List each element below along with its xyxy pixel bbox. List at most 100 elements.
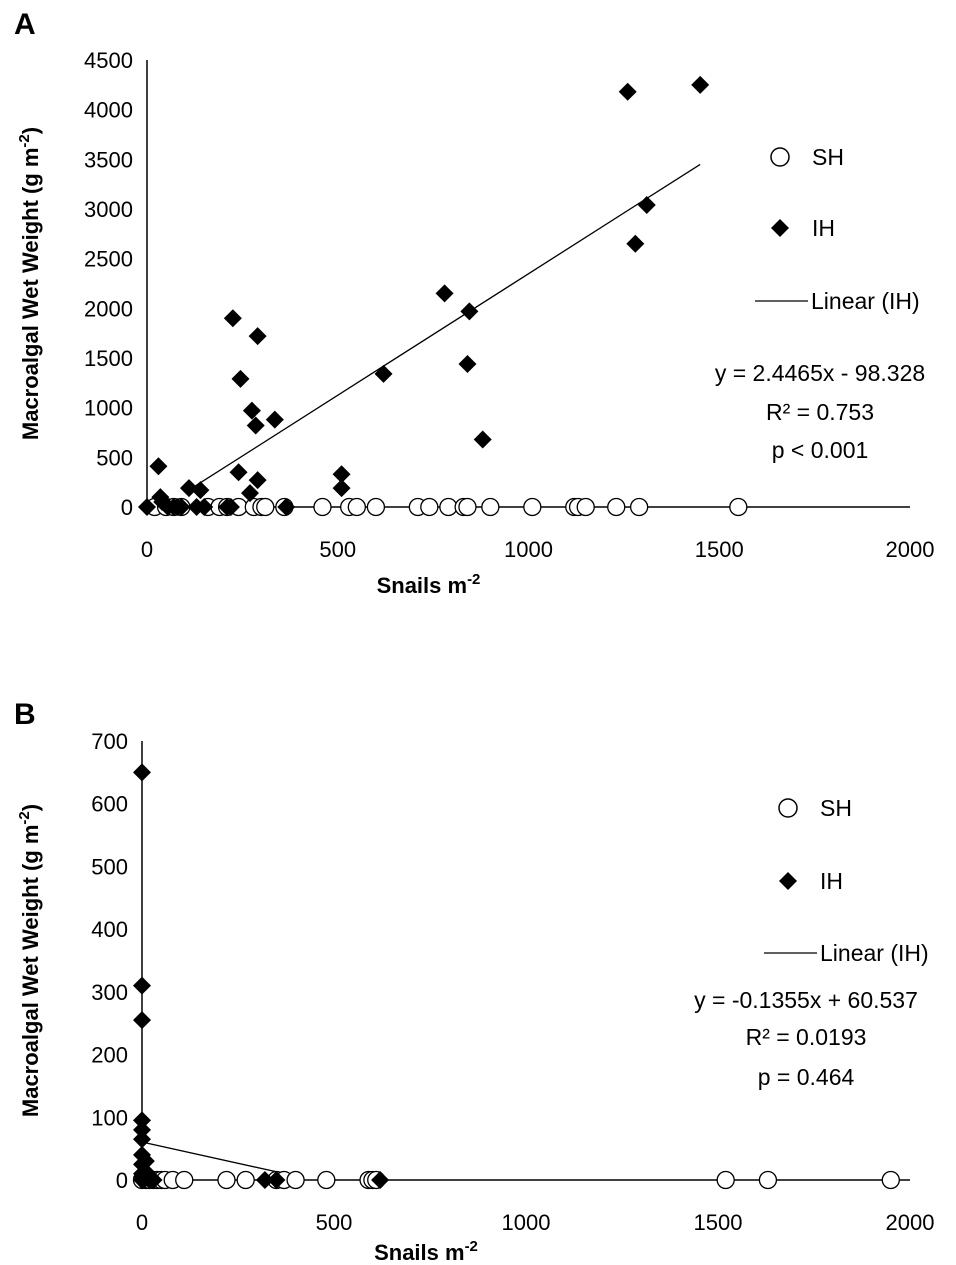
- y-tick-label: 2000: [84, 296, 133, 321]
- data-point-ih: [133, 1120, 151, 1139]
- data-point-ih: [435, 284, 454, 303]
- data-point-ih: [133, 1011, 151, 1030]
- data-point-sh: [458, 497, 477, 517]
- legend-label-ih: IH: [812, 215, 835, 241]
- data-point-sh: [286, 1170, 305, 1190]
- y-tick-label: 200: [91, 1043, 128, 1068]
- data-point-ih: [133, 763, 151, 782]
- data-point-ih: [458, 354, 477, 373]
- legend-marker-ih: [771, 219, 789, 237]
- legend-label-linear: Linear (IH): [820, 940, 929, 966]
- y-axis-title-tail: ): [18, 804, 43, 811]
- data-point-ih: [246, 416, 265, 435]
- regression-annotation: R² = 0.0193: [746, 1024, 867, 1050]
- legend-label-linear: Linear (IH): [811, 288, 920, 314]
- data-point-ih: [248, 327, 267, 346]
- y-tick-label: 500: [91, 854, 128, 879]
- legend-marker-sh: [778, 798, 798, 818]
- y-tick-label: 4500: [84, 48, 133, 73]
- data-point-sh: [420, 497, 439, 517]
- data-point-ih: [374, 364, 393, 383]
- data-point-ih: [473, 430, 492, 449]
- x-axis-title: Snails m-2: [377, 571, 481, 598]
- data-point-sh: [729, 497, 748, 517]
- data-point-sh: [313, 497, 332, 517]
- data-point-ih: [191, 481, 210, 500]
- x-tick-label: 2000: [886, 537, 935, 562]
- data-point-ih: [626, 234, 645, 253]
- data-point-sh: [629, 497, 649, 517]
- x-axis-title-sup: -2: [465, 1238, 478, 1255]
- y-tick-label: 300: [91, 980, 128, 1005]
- data-point-ih: [255, 1171, 274, 1189]
- data-point-sh: [317, 1170, 336, 1190]
- y-axis-title-main: Macroalgal Wet Weight (g m: [18, 148, 43, 441]
- data-point-sh: [439, 497, 458, 517]
- data-point-sh: [236, 1170, 255, 1190]
- data-point-ih: [241, 484, 260, 503]
- data-point-ih: [133, 1130, 151, 1149]
- x-tick-label: 500: [319, 537, 356, 562]
- data-point-ih: [136, 1152, 155, 1171]
- x-tick-label: 0: [136, 1210, 148, 1235]
- data-point-ih: [637, 196, 656, 215]
- data-point-ih: [229, 463, 248, 482]
- data-point-ih: [195, 498, 214, 516]
- data-point-ih: [133, 1111, 151, 1130]
- regression-annotation: y = 2.4465x - 98.328: [715, 360, 925, 386]
- y-tick-label: 1000: [84, 396, 133, 421]
- x-axis-title-main: Snails m: [374, 1240, 464, 1265]
- data-point-sh: [347, 497, 366, 517]
- regression-annotation: p < 0.001: [772, 437, 869, 463]
- data-point-sh: [576, 497, 595, 517]
- y-tick-label: 2500: [84, 247, 133, 272]
- chart-panel-a: A 0 500 1000 1500 2000 2500 3000 3500 4000 4500 0 50…: [14, 8, 934, 598]
- data-point-ih: [618, 82, 637, 101]
- legend: SH IH Linear (IH): [755, 144, 920, 314]
- x-tick-label: 1500: [695, 537, 744, 562]
- data-point-ih: [149, 457, 168, 476]
- y-tick-label: 1500: [84, 346, 133, 371]
- data-point-sh: [716, 1170, 735, 1190]
- x-axis-title-main: Snails m: [377, 573, 467, 598]
- y-axis-title-tail: ): [18, 127, 43, 134]
- data-point-ih: [265, 410, 284, 429]
- data-point-sh: [217, 1170, 236, 1190]
- data-point-ih: [242, 401, 261, 420]
- y-tick-label: 100: [91, 1105, 128, 1130]
- data-point-sh: [481, 497, 500, 517]
- legend: SH IH Linear (IH): [764, 795, 929, 966]
- data-point-ih: [138, 498, 156, 516]
- legend-marker-sh: [770, 147, 790, 167]
- y-tick-label: 500: [96, 445, 133, 470]
- x-tick-label: 1000: [504, 537, 553, 562]
- y-axis-title-main: Macroalgal Wet Weight (g m: [18, 825, 43, 1118]
- data-point-ih: [332, 465, 351, 484]
- panel-label: B: [14, 698, 36, 731]
- y-tick-label: 3000: [84, 197, 133, 222]
- y-axis-title: Macroalgal Wet Weight (g m-2): [16, 804, 43, 1117]
- regression-annotation: y = -0.1355x + 60.537: [694, 987, 918, 1013]
- y-axis-title: Macroalgal Wet Weight (g m-2): [16, 127, 43, 440]
- y-tick-label: 0: [121, 495, 133, 520]
- data-point-sh: [758, 1170, 778, 1190]
- data-point-ih: [371, 1171, 390, 1189]
- y-tick-label: 3500: [84, 147, 133, 172]
- x-axis-title-sup: -2: [467, 571, 480, 588]
- y-axis-title-sup: -2: [16, 134, 33, 147]
- data-point-ih: [691, 75, 710, 94]
- data-point-ih: [133, 976, 151, 995]
- y-tick-label: 700: [91, 729, 128, 754]
- data-point-ih: [460, 302, 479, 321]
- legend-marker-ih: [779, 872, 797, 890]
- regression-annotation: R² = 0.753: [766, 399, 874, 425]
- data-point-ih: [179, 479, 198, 498]
- legend-label-sh: SH: [820, 795, 852, 821]
- y-tick-label: 600: [91, 792, 128, 817]
- legend-label-sh: SH: [812, 144, 844, 170]
- trendline-ih: [141, 1141, 277, 1173]
- data-point-ih: [172, 498, 191, 516]
- x-axis-title: Snails m-2: [374, 1238, 478, 1265]
- panel-label: A: [14, 8, 36, 41]
